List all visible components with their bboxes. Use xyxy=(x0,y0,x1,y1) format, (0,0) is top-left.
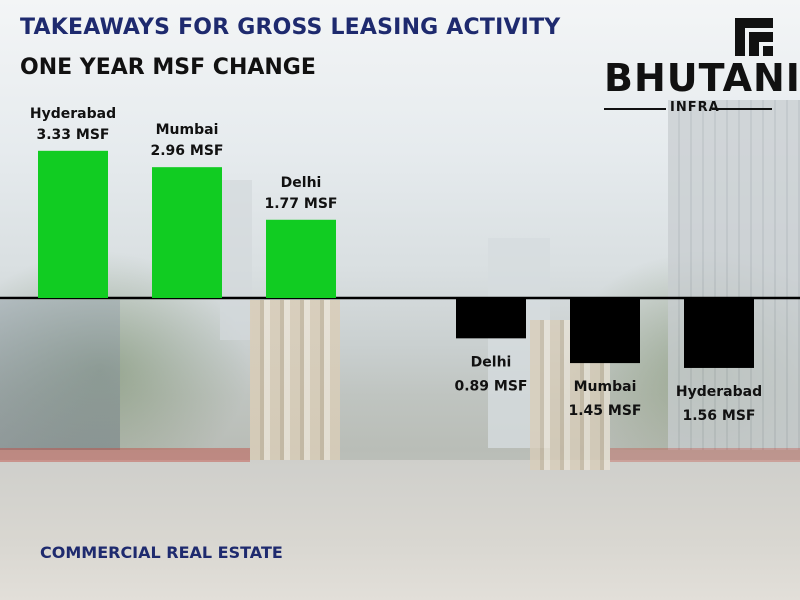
background-hedge-left xyxy=(0,448,250,462)
bar-value-label-increase-mumbai: 2.96 MSF xyxy=(151,143,224,159)
bar-category-label-decrease-mumbai: Mumbai xyxy=(574,379,637,395)
logo-wordmark: BHUTANI xyxy=(604,56,800,100)
background-building-right xyxy=(668,100,800,450)
bar-category-label-decrease-hyderabad: Hyderabad xyxy=(676,384,762,400)
bar-decrease-mumbai xyxy=(570,299,640,364)
chart-title: TAKEAWAYS FOR GROSS LEASING ACTIVITY xyxy=(20,15,561,40)
logo-rule-left xyxy=(604,108,666,110)
bar-value-label-increase-hyderabad: 3.33 MSF xyxy=(37,127,110,143)
footer-caption: COMMERCIAL REAL ESTATE xyxy=(40,543,283,562)
bar-increase-mumbai xyxy=(152,167,222,298)
background-building-left xyxy=(0,300,120,450)
bar-category-label-increase-mumbai: Mumbai xyxy=(156,122,219,138)
bar-decrease-delhi xyxy=(456,299,526,339)
bar-category-label-increase-hyderabad: Hyderabad xyxy=(30,106,116,122)
bar-value-label-decrease-hyderabad: 1.56 MSF xyxy=(683,408,756,424)
logo-rule-right xyxy=(712,108,772,110)
chart-subtitle: ONE YEAR MSF CHANGE xyxy=(20,55,316,80)
bar-value-label-decrease-mumbai: 1.45 MSF xyxy=(569,403,642,419)
bhutani-logo: BHUTANI INFRA xyxy=(604,18,800,118)
background-hedge-right xyxy=(610,448,800,462)
logo-subtext: INFRA xyxy=(670,100,720,115)
bar-increase-delhi xyxy=(266,219,336,298)
background-pillars-left xyxy=(250,300,340,460)
bar-increase-hyderabad xyxy=(38,150,108,298)
background-pavement xyxy=(0,460,800,600)
bar-category-label-increase-delhi: Delhi xyxy=(281,175,322,191)
bar-decrease-hyderabad xyxy=(684,299,754,368)
background-building-center-left xyxy=(220,180,252,340)
bar-value-label-decrease-delhi: 0.89 MSF xyxy=(455,378,528,394)
bar-value-label-increase-delhi: 1.77 MSF xyxy=(265,196,338,212)
bar-category-label-decrease-delhi: Delhi xyxy=(471,354,512,370)
logo-subline: INFRA xyxy=(604,100,772,118)
logo-mark-icon xyxy=(735,18,773,56)
